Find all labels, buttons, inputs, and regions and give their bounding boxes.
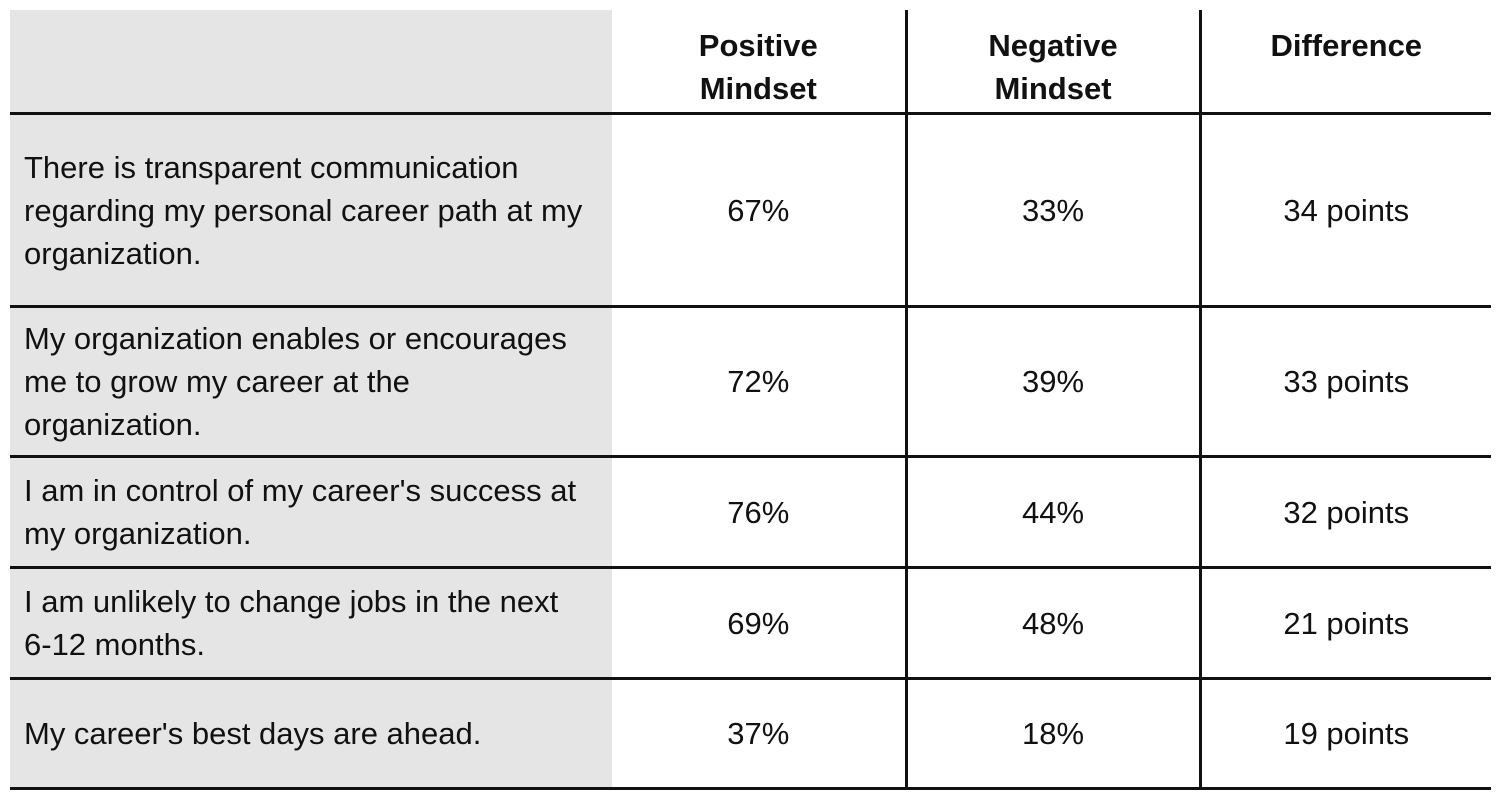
row-label: There is transparent communication regar… bbox=[10, 113, 612, 307]
table-row: My career's best days are ahead. 37% 18% 19… bbox=[10, 678, 1491, 789]
column-header: Positive Mindset bbox=[698, 28, 818, 106]
table-row: There is transparent communication regar… bbox=[10, 113, 1491, 307]
cell-value: 33% bbox=[904, 113, 1200, 307]
cell-value: 72% bbox=[727, 364, 790, 399]
column-header: Negative Mindset bbox=[904, 10, 1200, 114]
header-blank bbox=[10, 10, 612, 114]
cell-value: 37% bbox=[727, 716, 790, 751]
row-label: I am unlikely to change jobs in the next… bbox=[10, 567, 612, 679]
cell-value: 69% bbox=[727, 605, 790, 641]
cell-value: 21 points bbox=[1198, 567, 1491, 679]
row-label: My career's best days are ahead. bbox=[10, 678, 612, 789]
table-row: My organization enables or encourages me… bbox=[10, 306, 1491, 457]
cell-value: 32 points bbox=[1198, 456, 1491, 568]
cell-value: 76% bbox=[727, 494, 790, 530]
row-label: My organization enables or encourages me… bbox=[10, 306, 612, 457]
cell-value: 33 points bbox=[1198, 306, 1491, 457]
cell-value: 39% bbox=[904, 306, 1200, 457]
table-row: I am in control of my career's success a… bbox=[10, 456, 1491, 568]
cell-value: 19 points bbox=[1198, 678, 1491, 789]
row-label: I am in control of my career's success a… bbox=[10, 456, 612, 568]
data-table: Positive Mindset Negative Mindset Differen… bbox=[10, 10, 1491, 790]
cell-value: 67% bbox=[727, 192, 790, 228]
cell-value: 34 points bbox=[1198, 113, 1491, 307]
cell-value: 48% bbox=[904, 567, 1200, 679]
cell-value: 18% bbox=[904, 678, 1200, 789]
table-row: I am unlikely to change jobs in the next… bbox=[10, 567, 1491, 679]
column-header: Difference bbox=[1198, 10, 1491, 114]
cell-value: 44% bbox=[904, 456, 1200, 568]
header-row: Positive Mindset Negative Mindset Differen… bbox=[10, 10, 1491, 114]
